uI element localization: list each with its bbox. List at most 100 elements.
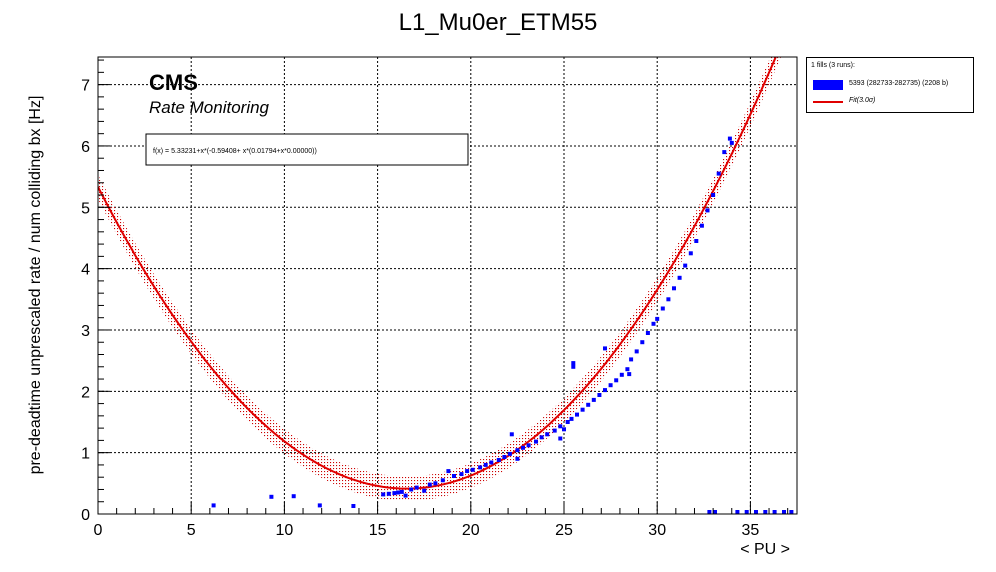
data-point <box>713 510 717 514</box>
data-point <box>496 458 501 462</box>
data-point <box>399 489 404 494</box>
legend-header: 1 fills (3 runs): <box>811 62 855 69</box>
data-point <box>291 494 296 499</box>
x-tick-label: 0 <box>94 522 103 539</box>
legend-label-data: 5393 (282733-282735) (2208 b) <box>849 80 949 87</box>
data-point <box>608 383 613 388</box>
fit-uncertainty-band <box>98 57 781 501</box>
y-axis-label: pre-deadtime unprescaled rate / num coll… <box>27 96 44 475</box>
data-point <box>440 478 445 483</box>
data-point <box>396 490 401 495</box>
data-point <box>597 393 602 397</box>
data-point <box>211 503 216 508</box>
legend-swatch-data <box>813 80 843 90</box>
y-tick-label: 1 <box>81 446 90 463</box>
data-point <box>562 427 566 432</box>
data-point <box>655 316 660 321</box>
data-point <box>651 321 656 326</box>
data-point <box>433 481 438 486</box>
data-point <box>677 275 682 280</box>
data-point <box>754 510 758 514</box>
y-tick-label: 3 <box>81 323 90 340</box>
data-point <box>772 510 777 514</box>
data-point <box>534 439 538 444</box>
x-tick-label: 25 <box>555 522 573 539</box>
data-point <box>591 397 596 402</box>
data-point <box>502 455 507 459</box>
fit-curve <box>98 57 777 490</box>
data-point <box>694 239 699 243</box>
grid <box>97 57 797 515</box>
data-point <box>660 306 665 311</box>
data-point <box>634 349 639 354</box>
data-point <box>707 510 712 514</box>
data-point <box>699 223 704 228</box>
data-point <box>640 340 645 345</box>
data-point <box>744 510 749 514</box>
data-point <box>688 251 693 256</box>
data-point <box>565 420 570 424</box>
data-point <box>539 435 544 440</box>
data-point <box>483 462 488 467</box>
y-tick-label: 7 <box>81 78 90 95</box>
data-point <box>545 432 550 437</box>
data-point <box>509 432 514 437</box>
chart-title: L1_Mu0er_ETM55 <box>399 9 598 36</box>
data-point <box>470 467 475 472</box>
fit-formula-box <box>145 133 469 166</box>
y-tick-label: 4 <box>81 262 90 279</box>
data-point <box>521 445 525 450</box>
fit-curve-group <box>98 57 777 490</box>
legend-entry-fit: Fit(3.0σ) <box>811 96 973 108</box>
data-point <box>789 510 794 514</box>
legend-entry-data: 5393 (282733-282735) (2208 b) <box>811 79 973 91</box>
data-point <box>392 491 397 496</box>
data-point <box>645 331 650 335</box>
fit-band <box>98 57 781 501</box>
y-tick-label: 0 <box>81 507 90 524</box>
data-point <box>735 510 740 514</box>
data-point <box>782 510 786 514</box>
data-point <box>489 460 494 465</box>
data-point <box>672 286 676 291</box>
fit-formula: f(x) = 5.33231+x*(-0.59408+ x*(0.01794+x… <box>153 148 317 155</box>
data-point <box>619 372 624 377</box>
legend-label-fit: Fit(3.0σ) <box>849 97 876 104</box>
data-point <box>507 451 512 456</box>
data-point <box>427 482 432 487</box>
data-point <box>403 493 408 498</box>
y-tick-label: 6 <box>81 139 90 156</box>
data-points <box>211 136 794 514</box>
data-point <box>459 472 464 477</box>
x-tick-label: 10 <box>276 522 294 539</box>
data-point <box>603 346 607 351</box>
x-tick-label: 5 <box>187 522 196 539</box>
x-tick-label: 15 <box>369 522 387 539</box>
data-point <box>414 485 419 490</box>
data-point <box>727 136 732 141</box>
cms-label: CMS <box>149 70 198 95</box>
data-point <box>627 372 632 377</box>
data-point <box>269 494 274 499</box>
data-point <box>614 378 619 383</box>
data-point <box>478 465 483 470</box>
data-point <box>625 367 630 372</box>
data-point <box>317 503 322 508</box>
data-point <box>552 428 557 433</box>
data-point <box>446 469 451 474</box>
data-point <box>716 171 721 176</box>
x-tick-label: 30 <box>648 522 666 539</box>
data-point <box>763 510 768 514</box>
data-point <box>575 412 579 417</box>
data-point <box>580 407 585 412</box>
y-tick-label: 5 <box>81 200 90 217</box>
data-point <box>586 402 591 407</box>
data-point <box>705 208 710 213</box>
data-point <box>386 491 391 496</box>
data-point <box>465 469 470 474</box>
legend: 1 fills (3 runs): 5393 (282733-282735) (… <box>806 57 974 113</box>
data-point <box>558 436 563 441</box>
data-point <box>569 416 574 421</box>
data-point <box>629 357 634 362</box>
